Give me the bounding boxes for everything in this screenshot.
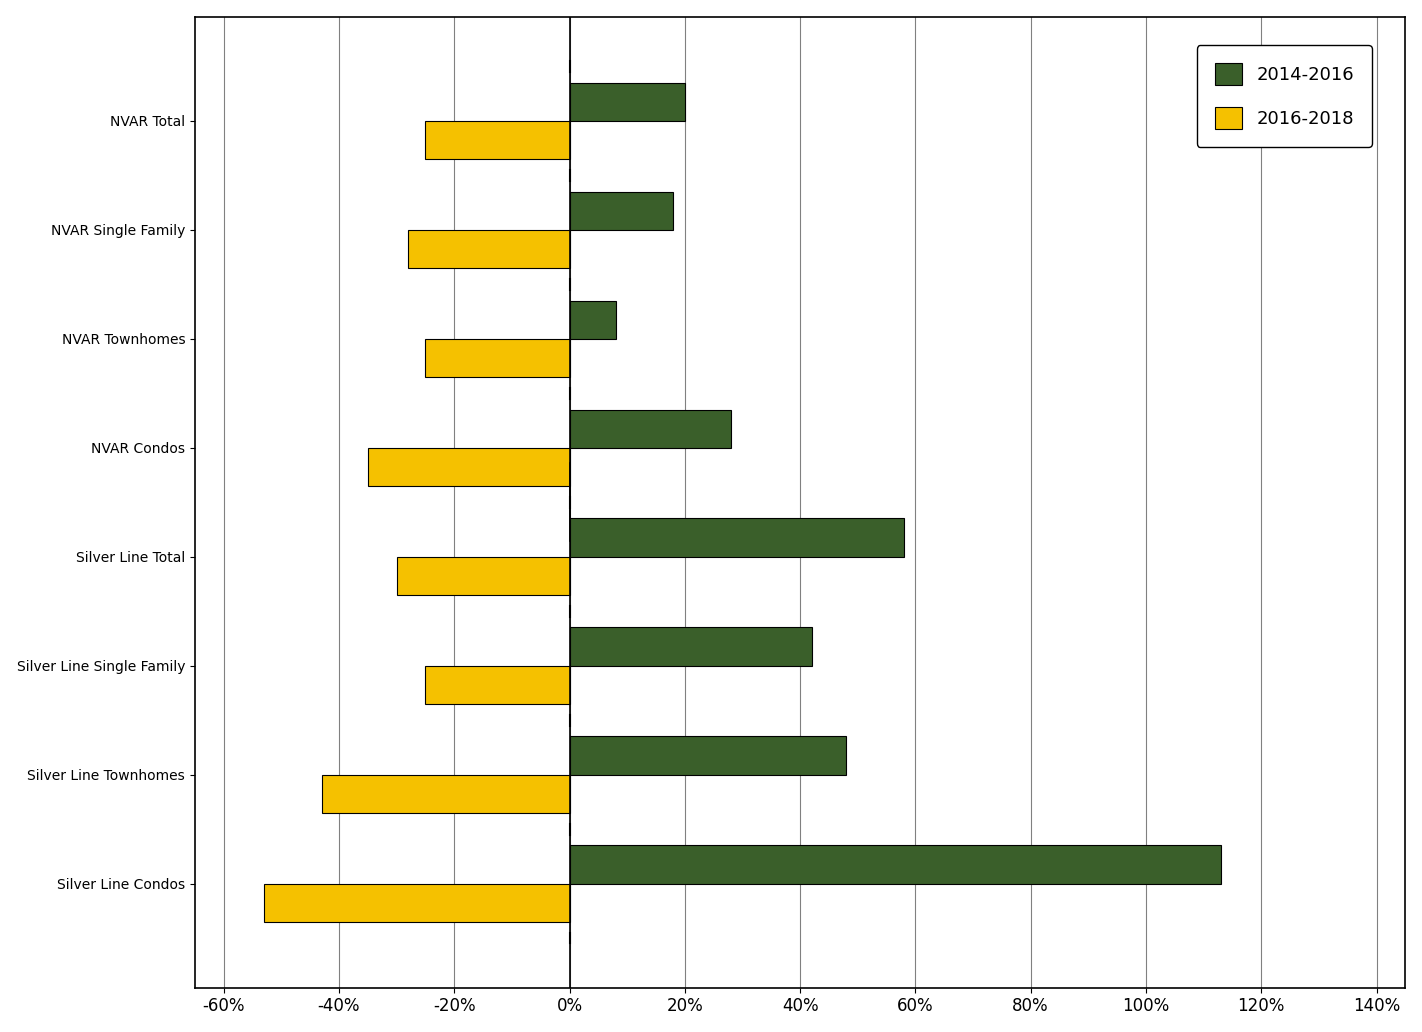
Bar: [570, 192, 673, 230]
Bar: [264, 883, 570, 922]
Bar: [425, 338, 570, 377]
Bar: [570, 737, 846, 775]
Legend: 2014-2016, 2016-2018: 2014-2016, 2016-2018: [1197, 45, 1372, 147]
Bar: [570, 300, 616, 338]
Bar: [570, 410, 731, 448]
Bar: [397, 556, 570, 594]
Bar: [425, 121, 570, 159]
Bar: [408, 230, 570, 268]
Bar: [570, 845, 1221, 883]
Bar: [425, 666, 570, 704]
Bar: [570, 627, 812, 666]
Bar: [570, 518, 904, 556]
Bar: [321, 775, 570, 813]
Bar: [570, 83, 685, 121]
Bar: [368, 448, 570, 486]
